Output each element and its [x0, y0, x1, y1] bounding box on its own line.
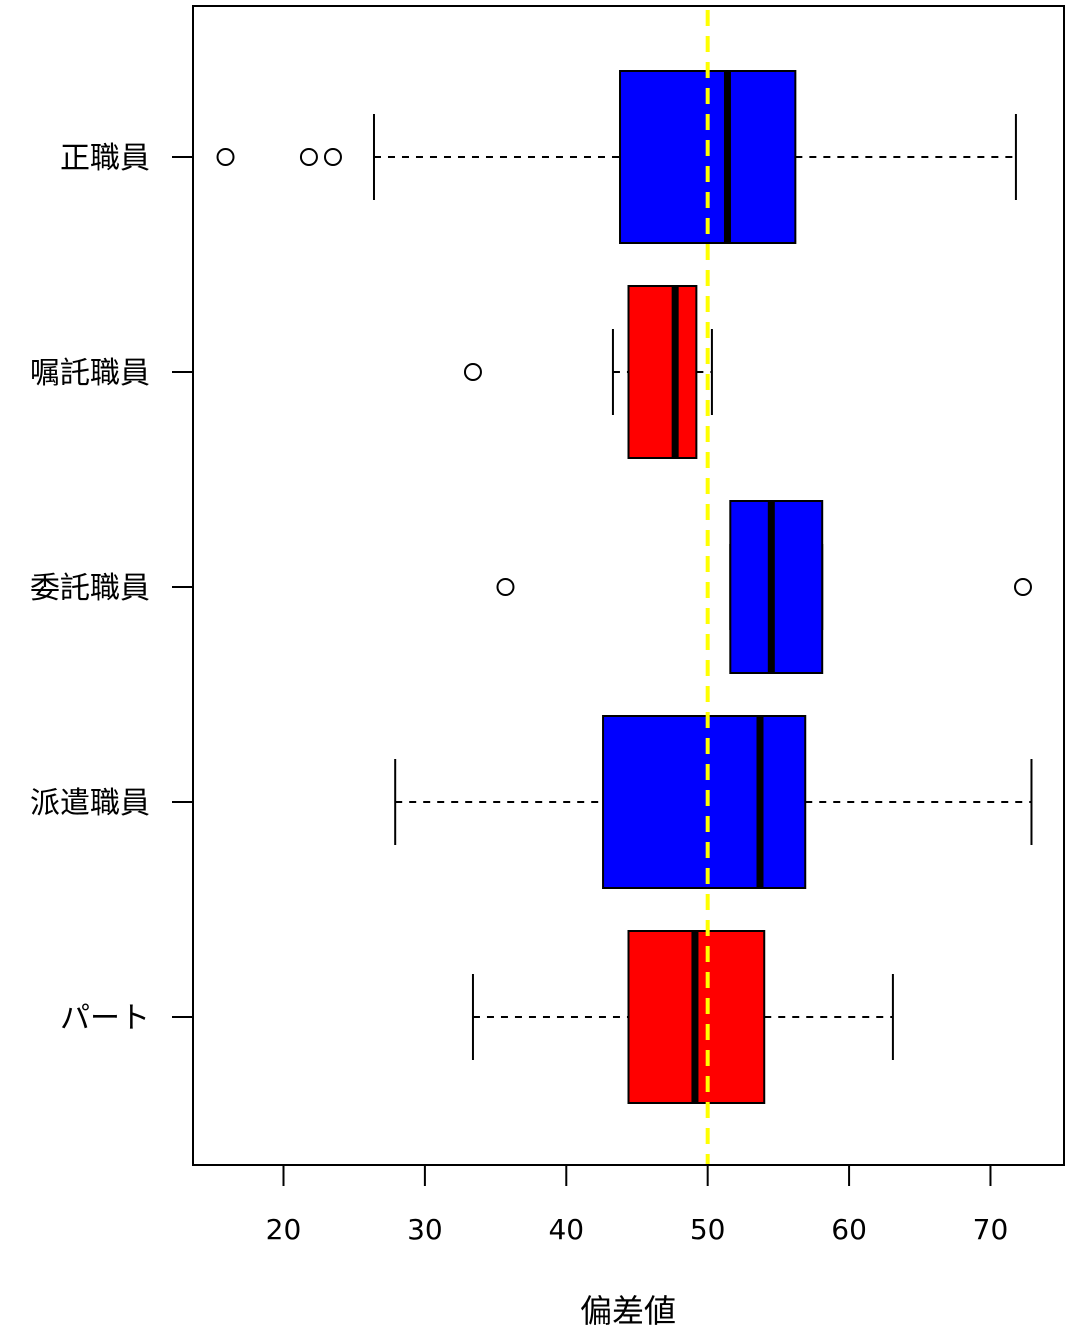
outlier-point	[463, 363, 482, 381]
box	[627, 285, 698, 459]
plot-frame	[192, 5, 1065, 1166]
box-group	[394, 715, 1033, 889]
x-tick-label: 20	[266, 1213, 302, 1246]
outlier-point	[496, 578, 515, 596]
box-group	[496, 500, 1032, 674]
x-tick-label: 30	[407, 1213, 443, 1246]
category-label: 正職員	[60, 141, 150, 176]
x-tick-label: 70	[973, 1213, 1009, 1246]
category-label: 派遣職員	[30, 786, 150, 821]
outlier-point	[1013, 578, 1032, 596]
x-axis-title: 偏差値	[580, 1292, 676, 1330]
box-group	[471, 930, 894, 1104]
box-group	[463, 285, 713, 459]
category-label: パート	[60, 1001, 150, 1036]
box	[602, 715, 807, 889]
box-group	[216, 70, 1017, 244]
box	[729, 500, 824, 674]
outlier-point	[216, 148, 235, 166]
x-tick-label: 60	[831, 1213, 867, 1246]
plot-layer	[216, 10, 1033, 1164]
category-label: 嘱託職員	[30, 356, 150, 391]
category-label: 委託職員	[30, 571, 150, 606]
outlier-point	[323, 148, 342, 166]
x-tick-label: 50	[690, 1213, 726, 1246]
outlier-point	[299, 148, 318, 166]
x-tick-label: 40	[548, 1213, 584, 1246]
